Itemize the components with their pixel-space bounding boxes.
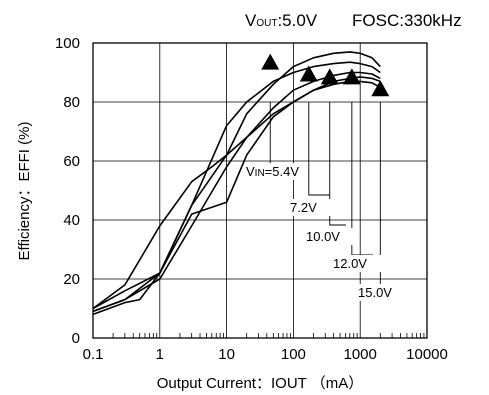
series-label-bg [331,255,381,272]
y-tick-label: 40 [63,212,80,229]
series-label: 12.0V [333,256,367,271]
x-tick-label: 1000 [344,346,377,363]
x-axis-label: Output Current：IOUT （mA） [157,375,363,392]
fosc-label: FOSC:330kHz [352,11,462,30]
series-label: 7.2V [290,200,317,215]
series-label: 15.0V [358,285,392,300]
series-line [92,51,381,310]
series-label-bg [244,163,302,180]
y-tick-label: 100 [55,35,80,52]
y-tick-label: 80 [63,94,80,111]
series-label-bg [288,199,338,216]
series-label-bg [356,284,406,301]
y-axis-label: Efficiency：EFFI (%) [16,122,33,261]
series-label: 10.0V [306,229,340,244]
y-tick-label: 20 [63,271,80,288]
triangle-marker [320,68,339,85]
x-tick-label: 10 [218,346,235,363]
triangle-marker [342,68,361,85]
x-tick-label: 0.1 [83,346,104,363]
leader-line [329,102,346,226]
series-label-bg [304,228,354,245]
x-tick-label: 10000 [406,346,448,363]
series-label: VIN=5.4V [246,164,299,179]
x-tick-label: 100 [281,346,306,363]
leader-line [308,102,330,196]
y-tick-label: 60 [63,153,80,170]
triangle-marker [371,80,390,97]
x-tick-label: 1 [156,346,164,363]
triangle-marker [261,53,280,70]
y-tick-label: 0 [72,330,80,347]
plot-frame [92,42,428,339]
triangle-marker [299,65,318,82]
series-line [92,71,381,313]
vout-label: VOUT:5.0V [245,11,318,30]
